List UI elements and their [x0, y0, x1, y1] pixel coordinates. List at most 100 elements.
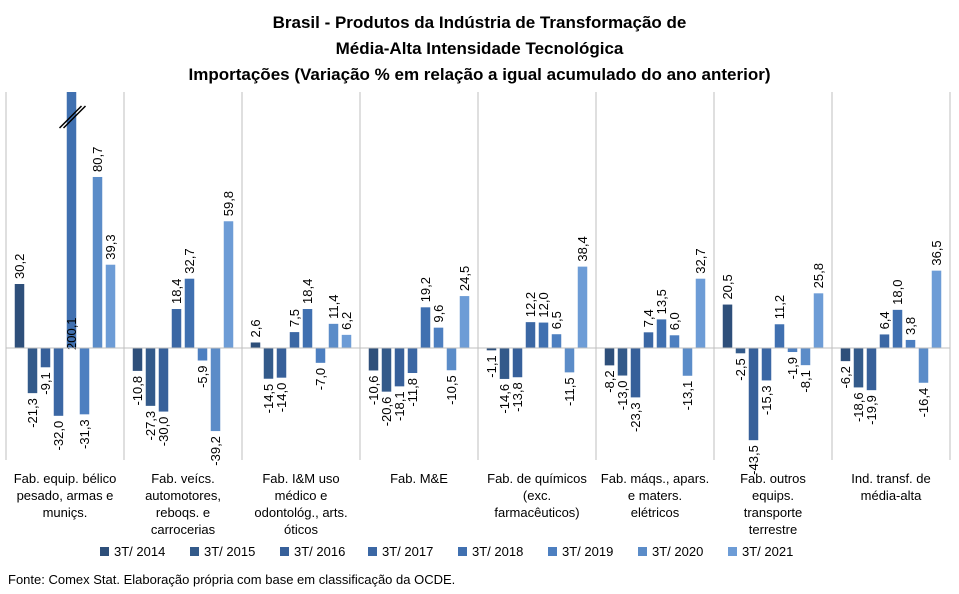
category-label: médico e — [275, 488, 328, 503]
bar — [289, 332, 300, 348]
legend-swatch — [190, 547, 199, 556]
bar — [328, 323, 339, 348]
legend-label: 3T/ 2021 — [742, 544, 793, 559]
category-label: Fab. de químicos — [487, 471, 587, 486]
data-label: -13,1 — [680, 381, 695, 411]
bar — [250, 342, 261, 348]
data-label: -31,3 — [77, 419, 92, 449]
data-label: -21,3 — [25, 398, 40, 428]
bar — [918, 348, 929, 383]
data-label: -13,0 — [615, 381, 630, 411]
bar — [577, 266, 588, 348]
data-label: 12,2 — [523, 292, 538, 317]
legend-label: 3T/ 2017 — [382, 544, 433, 559]
bar — [27, 348, 38, 394]
bar — [722, 304, 733, 348]
data-label: 30,2 — [12, 254, 27, 279]
bar — [499, 348, 510, 379]
data-label: 36,5 — [929, 240, 944, 265]
bar — [669, 335, 680, 348]
category-label: óticos — [284, 522, 318, 537]
bar — [315, 348, 326, 363]
data-label: 80,7 — [90, 147, 105, 172]
legend-swatch — [458, 547, 467, 556]
data-label: -6,2 — [838, 366, 853, 388]
bar — [656, 319, 667, 348]
data-label: 59,8 — [221, 191, 236, 216]
bar — [840, 348, 851, 362]
data-label: 3,8 — [903, 317, 918, 335]
legend-swatch — [728, 547, 737, 556]
axis-break-mark — [58, 105, 83, 129]
data-label: -1,1 — [484, 355, 499, 377]
bar — [433, 327, 444, 348]
category-label: Fab. máqs., apars. — [601, 471, 709, 486]
category-label: média-alta — [861, 488, 922, 503]
data-label: 18,0 — [890, 280, 905, 305]
bar — [931, 270, 942, 348]
data-label: 18,4 — [300, 279, 315, 304]
data-label: -20,6 — [379, 397, 394, 427]
data-label: 18,4 — [169, 279, 184, 304]
data-label: 2,6 — [248, 319, 263, 337]
data-label: 24,5 — [457, 266, 472, 291]
source-note: Fonte: Comex Stat. Elaboração própria co… — [8, 572, 456, 587]
bar — [735, 348, 746, 354]
data-label: 19,2 — [418, 277, 433, 302]
bar — [761, 348, 772, 381]
axis-break-mark — [62, 105, 87, 129]
category-label: farmacêuticos) — [494, 505, 579, 520]
data-label: -27,3 — [143, 411, 158, 441]
bar — [341, 334, 352, 348]
category-label: Fab. M&E — [390, 471, 448, 486]
bar — [538, 322, 549, 348]
data-label: -8,2 — [602, 370, 617, 392]
category-label: automotores, — [145, 488, 221, 503]
data-label: 6,4 — [877, 311, 892, 329]
data-label: 7,4 — [641, 309, 656, 327]
legend-swatch — [368, 547, 377, 556]
legend-label: 3T/ 2020 — [652, 544, 703, 559]
data-label: 39,3 — [103, 234, 118, 259]
data-label: -14,0 — [274, 383, 289, 413]
data-label: -10,5 — [444, 375, 459, 405]
bar — [132, 348, 143, 371]
data-label: 13,5 — [654, 289, 669, 314]
bar — [459, 296, 470, 348]
data-label: -18,1 — [392, 391, 407, 421]
category-label: Fab. I&M uso — [262, 471, 339, 486]
data-label: -15,3 — [759, 385, 774, 415]
bar — [40, 348, 51, 368]
category-label: Fab. veícs. — [151, 471, 215, 486]
legend-swatch — [280, 547, 289, 556]
bar — [276, 348, 287, 378]
data-label: -18,6 — [851, 392, 866, 422]
bar — [420, 307, 431, 348]
chart-title-line-2: Média-Alta Intensidade Tecnológica — [335, 39, 624, 58]
data-label: 12,0 — [536, 292, 551, 317]
data-label: 7,5 — [287, 309, 302, 327]
legend-swatch — [548, 547, 557, 556]
data-label: -19,9 — [864, 395, 879, 425]
legend-swatch — [100, 547, 109, 556]
data-label: -10,8 — [130, 376, 145, 406]
bar — [512, 348, 523, 378]
category-label: Fab. equip. bélico — [14, 471, 117, 486]
data-label: 11,2 — [772, 295, 787, 319]
bar — [66, 92, 77, 348]
data-label: 6,2 — [339, 312, 354, 330]
bar — [525, 322, 536, 348]
chart-title-line-1: Brasil - Produtos da Indústria de Transf… — [272, 13, 687, 32]
bar — [604, 348, 615, 366]
bar — [905, 339, 916, 348]
data-label: -10,6 — [366, 375, 381, 405]
bar — [394, 348, 405, 387]
bar — [197, 348, 208, 361]
category-label: Fab. outros — [740, 471, 806, 486]
bar — [866, 348, 877, 391]
category-label: elétricos — [631, 505, 680, 520]
bar — [682, 348, 693, 376]
bar — [643, 332, 654, 348]
data-label: 11,4 — [326, 294, 341, 318]
